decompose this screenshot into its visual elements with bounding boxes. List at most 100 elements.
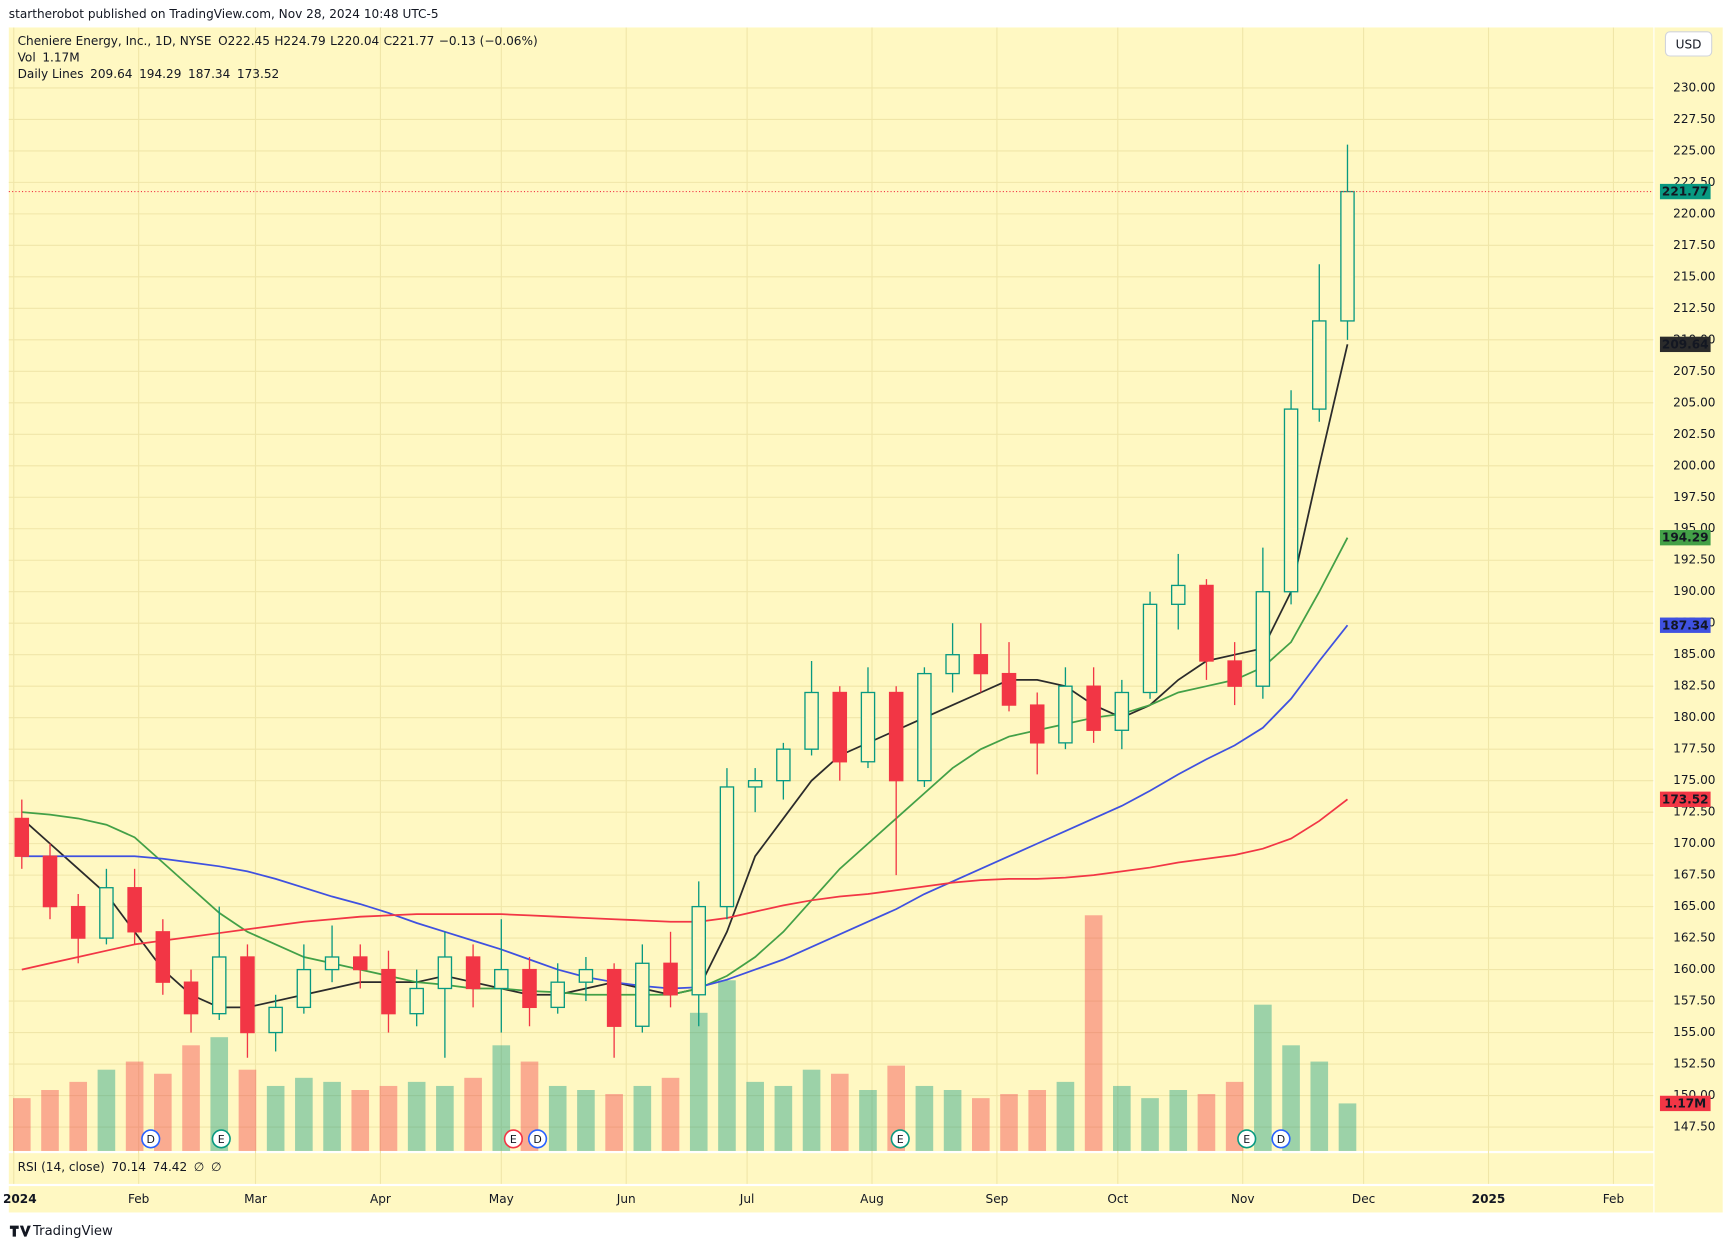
- volume-bar: [971, 1098, 990, 1151]
- legend-text: Daily Lines: [18, 67, 84, 81]
- legend-text: Cheniere Energy, Inc., 1D, NYSE: [18, 34, 212, 48]
- volume-bar: [464, 1077, 482, 1151]
- volume-bar: [1310, 1061, 1329, 1151]
- volume-bar: [182, 1045, 200, 1151]
- currency-label[interactable]: USD: [1676, 38, 1702, 52]
- volume-bar: [154, 1073, 172, 1151]
- candle-body: [917, 672, 932, 782]
- x-tick-label: Nov: [1231, 1192, 1255, 1206]
- volume-bar: [774, 1085, 793, 1151]
- y-tick-label: 197.50: [1673, 490, 1715, 504]
- ma-badge: 187.34: [1662, 618, 1709, 632]
- y-tick-label: 170.00: [1673, 836, 1715, 850]
- y-tick-label: 200.00: [1673, 458, 1715, 472]
- x-tick-label: Jun: [616, 1192, 636, 1206]
- candle-body: [296, 968, 312, 1009]
- volume-badge-bg: [1659, 1095, 1711, 1112]
- candle-body: [14, 817, 30, 857]
- ma-badge: 209.64: [1662, 337, 1709, 351]
- candle-body: [578, 968, 594, 983]
- volume-bar: [943, 1090, 962, 1151]
- event-marker: [1271, 1129, 1291, 1149]
- candle-body: [1340, 190, 1355, 322]
- volume-bar: [1197, 1094, 1216, 1151]
- volume-bar: [633, 1085, 652, 1151]
- candle-body: [550, 981, 565, 1009]
- volume-bar: [1113, 1085, 1131, 1151]
- legend-text: L: [330, 34, 337, 48]
- y-tick-label: 180.00: [1673, 710, 1715, 724]
- y-tick-label: 217.50: [1673, 238, 1715, 252]
- rsi-pane: [8, 1153, 1654, 1184]
- volume-bar: [351, 1090, 370, 1151]
- y-tick-label: 190.00: [1673, 584, 1715, 598]
- volume-bar: [436, 1085, 454, 1151]
- y-tick-label: 220.00: [1673, 206, 1715, 220]
- volume-bar: [69, 1081, 88, 1151]
- volume: [12, 915, 1357, 1151]
- candle-body: [1114, 691, 1130, 731]
- y-tick-label: 227.50: [1673, 112, 1715, 126]
- legend-text: Vol: [18, 51, 36, 65]
- candle-body: [268, 1006, 283, 1034]
- volume-bar: [1028, 1090, 1047, 1151]
- event-label: E: [218, 1133, 225, 1146]
- legend-text: 70.14: [111, 1160, 146, 1174]
- candle-body: [155, 931, 171, 983]
- volume-bar: [97, 1069, 116, 1151]
- volume-bar: [605, 1094, 623, 1151]
- volume-bar: [210, 1037, 229, 1151]
- candle-body: [888, 691, 904, 782]
- candle-body: [1312, 320, 1327, 410]
- candles: [14, 144, 1355, 1058]
- x-tick-label: Jul: [739, 1192, 755, 1206]
- volume-badge: 1.17M: [1664, 1096, 1706, 1110]
- y-tick-label: 230.00: [1673, 80, 1715, 94]
- legend-text: 209.64: [90, 67, 132, 81]
- y-tick-label: 177.50: [1673, 742, 1715, 756]
- volume-bar: [661, 1077, 680, 1151]
- footer: TradingView: [32, 1224, 113, 1239]
- legend-text: ∅: [211, 1160, 222, 1174]
- candle-body: [465, 956, 481, 990]
- y-tick-label: 160.00: [1673, 962, 1715, 976]
- y-tick-label: 165.00: [1673, 899, 1715, 913]
- candle-body: [747, 779, 763, 788]
- candle-body: [240, 956, 255, 1034]
- event-marker: [527, 1129, 548, 1149]
- volume-bar: [323, 1081, 341, 1151]
- volume-bar: [548, 1085, 567, 1151]
- x-tick-label: Sep: [986, 1192, 1009, 1206]
- volume-bar: [1056, 1081, 1075, 1151]
- currency-button[interactable]: [1664, 31, 1713, 57]
- event-marker: [141, 1129, 161, 1149]
- volume-bar: [520, 1061, 539, 1151]
- candle-body: [804, 691, 819, 750]
- candle-body: [832, 691, 848, 763]
- x-tick-label: Aug: [860, 1192, 884, 1206]
- candle-body: [606, 968, 622, 1027]
- candle-body: [381, 968, 396, 1015]
- candle-body: [211, 956, 227, 1015]
- ma-line: [21, 798, 1349, 971]
- y-tick-label: 172.50: [1673, 805, 1715, 819]
- volume-bar: [746, 1081, 764, 1151]
- volume-bar: [492, 1045, 511, 1151]
- header: startherobot published on TradingView.co…: [9, 7, 439, 21]
- y-tick-label: 225.00: [1673, 143, 1715, 157]
- event-label: E: [1243, 1133, 1250, 1146]
- legend-text: 222.45: [228, 34, 270, 48]
- candle-body: [1227, 660, 1242, 687]
- candle-body: [1255, 591, 1271, 687]
- y-tick-label: 202.50: [1673, 427, 1715, 441]
- volume-bar: [577, 1090, 595, 1151]
- ma-badge-bg: [1659, 530, 1711, 546]
- candle-body: [776, 748, 791, 782]
- candle-body: [1029, 704, 1045, 744]
- volume-bar: [295, 1077, 313, 1151]
- y-tick-label: 155.00: [1673, 1025, 1715, 1039]
- candle-body: [70, 905, 86, 939]
- volume-bar: [379, 1085, 398, 1151]
- x-tick-label: Oct: [1107, 1192, 1128, 1206]
- y-tick-label: 207.50: [1673, 364, 1715, 378]
